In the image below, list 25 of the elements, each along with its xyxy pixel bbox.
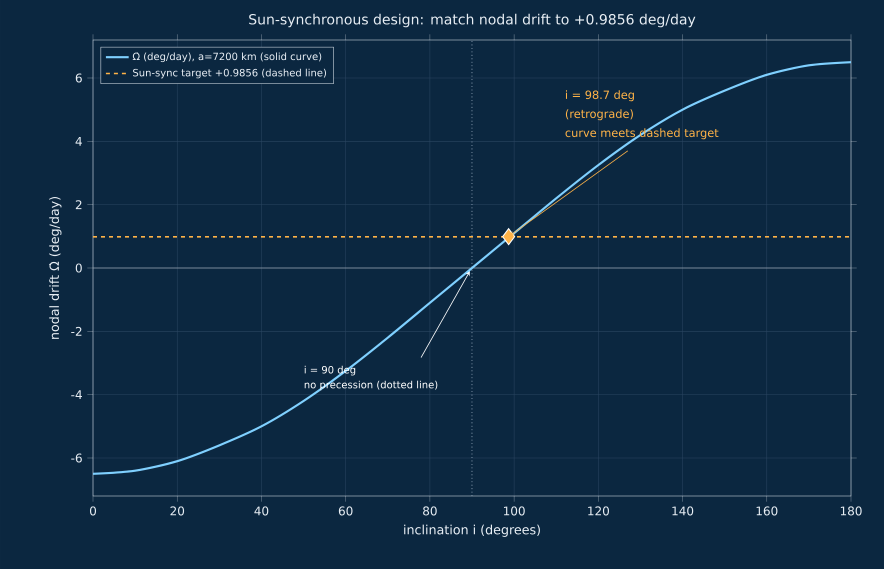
y-tick-label: 4 — [76, 136, 82, 146]
x-tick-label: 40 — [254, 506, 268, 516]
x-tick-label: 60 — [338, 506, 353, 516]
x-tick-label: 160 — [756, 506, 778, 516]
x-tick-label: 100 — [504, 506, 525, 516]
x-tick-label: 140 — [672, 506, 694, 516]
chart-title: Sun-synchronous design: match nodal drift to +0.9856 deg/day — [249, 14, 696, 28]
legend-label: Ω̇ (deg/day), a=7200 km (solid curve) — [132, 52, 322, 62]
annotation: i = 98.7 deg — [566, 90, 634, 102]
y-tick-label: 0 — [76, 263, 82, 273]
legend-label: Sun-sync target +0.9856 (dashed line) — [133, 68, 326, 78]
y-tick-label: -4 — [71, 390, 82, 400]
y-tick-label: 6 — [76, 73, 82, 83]
line-series — [93, 61, 852, 475]
y-tick-label: -2 — [71, 326, 82, 336]
x-tick-label: 120 — [588, 506, 609, 516]
x-axis-title: inclination i (degrees) — [404, 524, 540, 537]
y-axis-title: nodal drift Ω̇ (deg/day) — [49, 196, 62, 339]
annotation: (retrograde) — [566, 109, 633, 120]
y-tick-label: -6 — [71, 453, 82, 463]
y-tick-label: 2 — [76, 200, 82, 210]
x-tick-label: 20 — [170, 506, 184, 516]
x-tick-label: 0 — [90, 506, 96, 516]
x-tick-label: 180 — [840, 506, 862, 516]
x-tick-label: 80 — [423, 506, 437, 516]
